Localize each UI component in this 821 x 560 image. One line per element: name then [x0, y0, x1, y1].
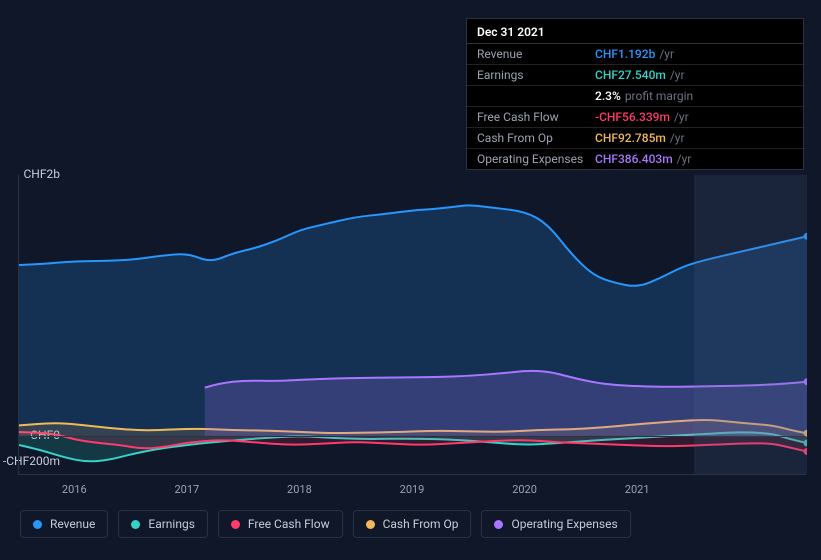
tooltip-row-label: Free Cash Flow	[477, 110, 595, 124]
legend-label: Revenue	[50, 517, 95, 531]
tooltip-row: EarningsCHF27.540m/yr	[467, 65, 803, 86]
tooltip-row-value: CHF1.192b	[595, 47, 655, 61]
tooltip-row-value: CHF92.785m	[595, 131, 666, 145]
tooltip-row-unit: /yr	[674, 110, 689, 124]
legend-item[interactable]: Operating Expenses	[481, 510, 630, 538]
tooltip-row-value: CHF386.403m	[595, 152, 673, 166]
tooltip-row: Free Cash Flow-CHF56.339m/yr	[467, 107, 803, 128]
tooltip-row-unit: /yr	[670, 131, 685, 145]
tooltip-row: Operating ExpensesCHF386.403m/yr	[467, 149, 803, 169]
chart-plot-area	[18, 175, 806, 475]
tooltip-row-unit: /yr	[677, 152, 692, 166]
x-axis-label: 2021	[625, 483, 650, 496]
legend-dot-icon	[33, 520, 42, 529]
legend-dot-icon	[494, 520, 503, 529]
tooltip-row: RevenueCHF1.192b/yr	[467, 44, 803, 65]
tooltip-date: Dec 31 2021	[467, 19, 803, 44]
tooltip-row-value: CHF27.540m	[595, 68, 666, 82]
legend-label: Free Cash Flow	[248, 517, 330, 531]
tooltip-row-value: -CHF56.339m	[595, 110, 670, 124]
tooltip-rows: RevenueCHF1.192b/yrEarningsCHF27.540m/yr…	[467, 44, 803, 169]
legend-label: Earnings	[148, 517, 195, 531]
legend-item[interactable]: Revenue	[20, 510, 108, 538]
tooltip-row-value: 2.3%	[595, 89, 621, 103]
legend-dot-icon	[231, 520, 240, 529]
legend-item[interactable]: Earnings	[118, 510, 208, 538]
x-axis-label: 2016	[62, 483, 87, 496]
legend-label: Cash From Op	[383, 517, 459, 531]
x-axis-label: 2020	[512, 483, 537, 496]
tooltip-row-unit: profit margin	[625, 89, 693, 103]
chart-legend: Revenue Earnings Free Cash Flow Cash From O…	[20, 510, 631, 538]
x-axis-label: 2019	[400, 483, 425, 496]
legend-label: Operating Expenses	[511, 517, 617, 531]
x-axis-label: 2017	[174, 483, 199, 496]
tooltip-row: 2.3% profit margin	[467, 86, 803, 107]
tooltip-row-unit: /yr	[670, 68, 685, 82]
tooltip-row-label	[477, 89, 595, 103]
legend-dot-icon	[366, 520, 375, 529]
chart-tooltip: Dec 31 2021 RevenueCHF1.192b/yrEarningsC…	[466, 18, 804, 170]
tooltip-row: Cash From OpCHF92.785m/yr	[467, 128, 803, 149]
x-axis-label: 2018	[287, 483, 312, 496]
tooltip-row-unit: /yr	[659, 47, 674, 61]
legend-item[interactable]: Cash From Op	[353, 510, 472, 538]
forecast-band	[694, 175, 807, 474]
tooltip-row-label: Revenue	[477, 47, 595, 61]
tooltip-row-label: Earnings	[477, 68, 595, 82]
tooltip-row-label: Operating Expenses	[477, 152, 595, 166]
legend-item[interactable]: Free Cash Flow	[218, 510, 343, 538]
chart-svg	[19, 175, 807, 475]
tooltip-row-label: Cash From Op	[477, 131, 595, 145]
legend-dot-icon	[131, 520, 140, 529]
